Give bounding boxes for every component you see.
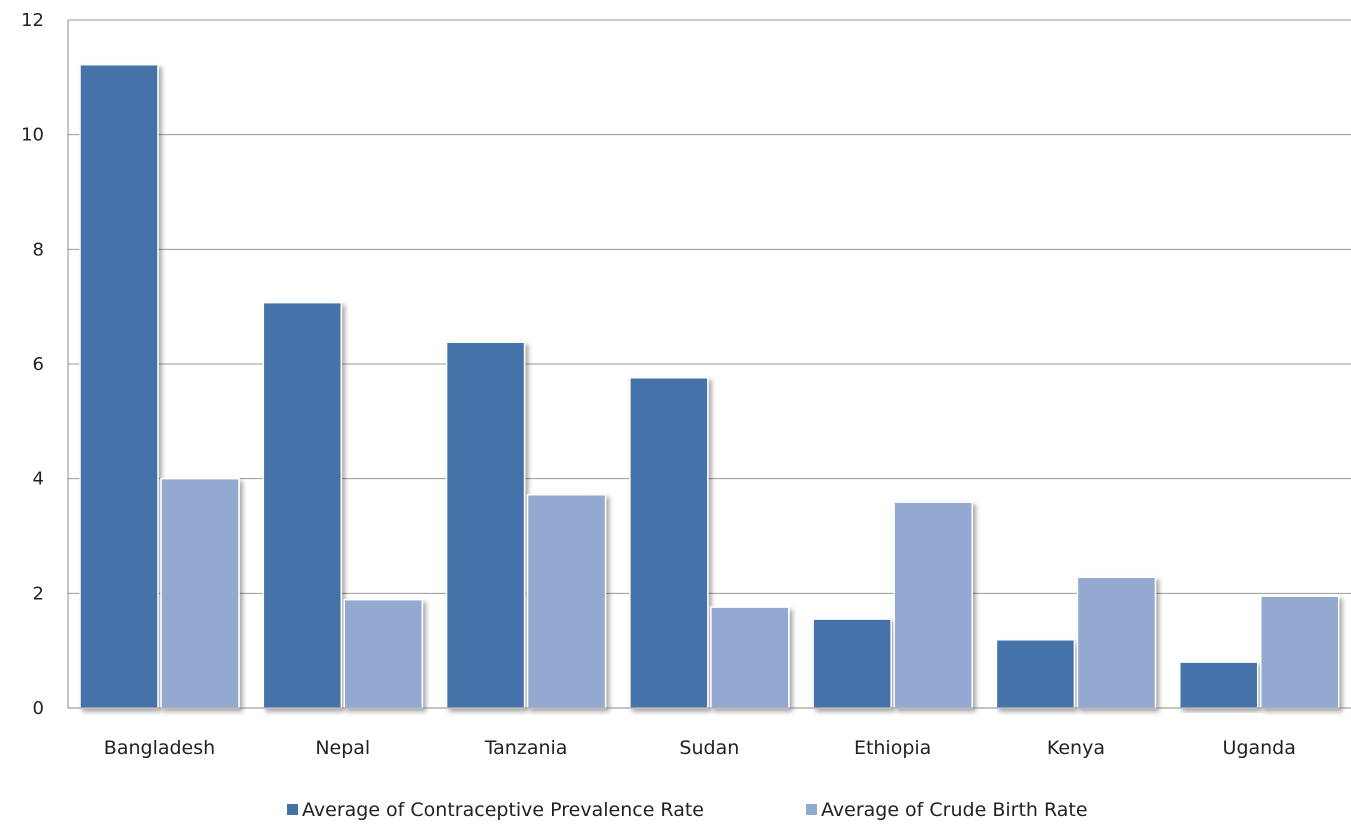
x-axis: Bangladesh Nepal Tanzania Sudan Ethiopia Keny… bbox=[68, 708, 1351, 759]
y-tick-label: 4 bbox=[33, 469, 44, 490]
bar-contraceptive-prevalence-tanzania bbox=[447, 342, 525, 708]
bar-contraceptive-prevalence-uganda bbox=[1180, 662, 1258, 708]
x-category-label: Tanzania bbox=[484, 737, 568, 759]
bar-contraceptive-prevalence-kenya bbox=[996, 640, 1074, 708]
legend-label: Average of Crude Birth Rate bbox=[821, 799, 1088, 821]
x-category-label: Bangladesh bbox=[104, 737, 215, 759]
bar-crude-birth-rate-bangladesh bbox=[161, 479, 239, 708]
legend-swatch bbox=[287, 804, 298, 815]
bar-crude-birth-rate-sudan bbox=[711, 607, 789, 708]
bar-crude-birth-rate-kenya bbox=[1077, 577, 1155, 708]
x-category-label: Uganda bbox=[1223, 737, 1296, 759]
x-category-label: Sudan bbox=[679, 737, 739, 759]
bar-contraceptive-prevalence-nepal bbox=[263, 303, 341, 708]
y-tick-label: 6 bbox=[33, 354, 44, 375]
x-category-label: Ethiopia bbox=[854, 737, 931, 759]
legend: Average of Contraceptive Prevalence Rate… bbox=[287, 799, 1088, 821]
bar-crude-birth-rate-ethiopia bbox=[894, 502, 972, 708]
y-tick-label: 10 bbox=[21, 125, 44, 146]
y-tick-label: 2 bbox=[33, 583, 44, 604]
bar-contraceptive-prevalence-sudan bbox=[630, 378, 708, 708]
y-tick-label: 8 bbox=[33, 239, 44, 260]
bar-crude-birth-rate-nepal bbox=[344, 600, 422, 708]
x-category-label: Kenya bbox=[1047, 737, 1105, 759]
bar-crude-birth-rate-tanzania bbox=[528, 495, 606, 708]
x-category-label: Nepal bbox=[315, 737, 370, 759]
bars bbox=[80, 65, 1339, 708]
bar-crude-birth-rate-uganda bbox=[1261, 596, 1339, 708]
y-tick-label: 12 bbox=[21, 10, 44, 31]
gridlines bbox=[68, 20, 1351, 593]
legend-swatch bbox=[806, 804, 817, 815]
bar-contraceptive-prevalence-bangladesh bbox=[80, 65, 158, 708]
y-axis: 0 2 4 6 8 10 12 bbox=[21, 10, 68, 719]
y-tick-label: 0 bbox=[33, 698, 44, 719]
bar-contraceptive-prevalence-ethiopia bbox=[813, 619, 891, 708]
legend-label: Average of Contraceptive Prevalence Rate bbox=[302, 799, 704, 821]
